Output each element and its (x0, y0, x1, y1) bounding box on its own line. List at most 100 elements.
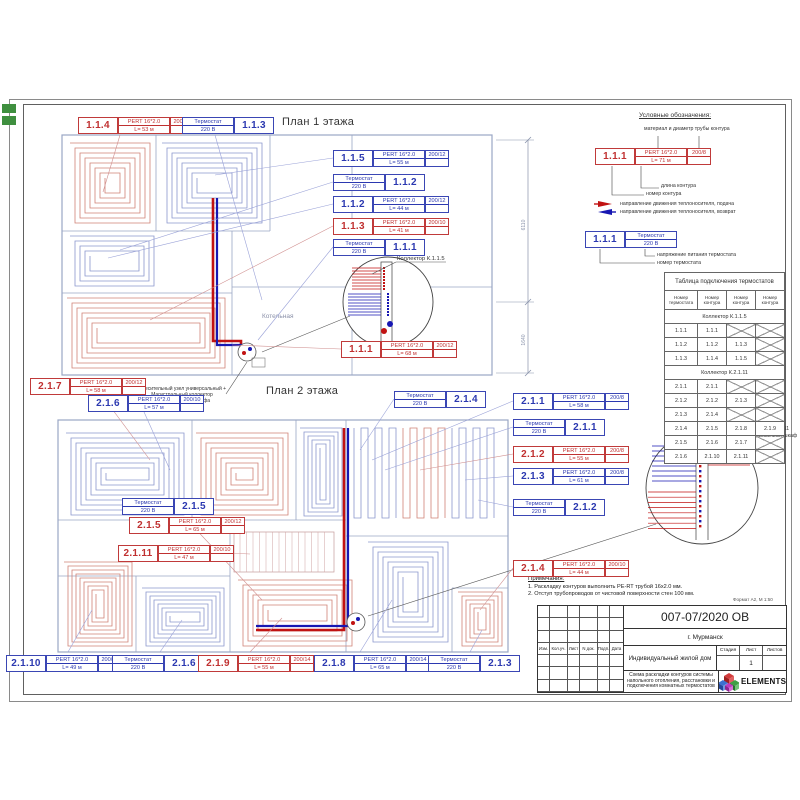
notes: Примечания: 1. Раскладку контуров выполн… (528, 576, 758, 598)
thermostat-volt: 220 В (514, 427, 564, 435)
thermostat-name: Термостат (134, 499, 162, 506)
pipe-spec: 200/10 (183, 396, 201, 403)
thermostat-number: 2.1.4 (446, 391, 486, 408)
circuit-number: 1.1.1 (341, 341, 381, 358)
circuit-number: 2.1.2 (513, 446, 553, 463)
thermostat-label: Термостат 220 В 2.1.2 (513, 499, 605, 516)
circuit-number: 1.1.2 (333, 196, 373, 213)
pipe-box: PERT 16*2.0 L= 44 м (553, 560, 605, 577)
revision-cell (598, 630, 610, 643)
revision-cell (580, 630, 598, 643)
table-header: Номер контура (755, 290, 785, 310)
pipe-length: L= 41 м (374, 226, 424, 234)
pipe-box: PERT 16*2.0 L= 44 м (373, 196, 425, 213)
manifold-tick (383, 270, 385, 272)
pipe-spec-empty (606, 568, 628, 576)
circuit-label: 1.1.2 PERT 16*2.0 L= 44 м 200/12 (333, 196, 449, 213)
manifold-tick (699, 515, 702, 518)
callout-leader (469, 629, 483, 653)
stage-header: Стадия (717, 646, 741, 656)
pipe-box: PERT 16*2.0 L= 68 м (381, 341, 433, 358)
revision-cell (580, 679, 598, 692)
detail-leader (261, 315, 351, 353)
revision-cell (598, 655, 610, 668)
revision-cell (550, 618, 568, 631)
pipe-spec-empty (426, 226, 448, 234)
thermostat-name: Термостат (194, 118, 222, 125)
thermostat-number: 1.1.1 (385, 239, 425, 256)
manifold-tick (699, 520, 702, 523)
revision-cell (568, 679, 580, 692)
table-header: Номер термостата (664, 290, 698, 310)
table-cell: 1.1.3 (726, 337, 756, 352)
dim-tick (524, 369, 532, 377)
revision-cell (610, 606, 623, 619)
pipe-spec: 200/12 (125, 379, 143, 386)
circuit-number: 2.1.11 (118, 545, 158, 562)
dim-text: 6110 (521, 219, 527, 230)
green-mark (2, 116, 16, 125)
pipe-material: PERT 16*2.0 (562, 447, 596, 454)
sheets-header: Листов (763, 646, 787, 656)
plan1-collector-label: Коллектор К.1.1.5 (397, 256, 445, 262)
circuit-label: 2.1.4 PERT 16*2.0 L= 44 м 200/10 (513, 560, 629, 577)
manifold-tick (387, 296, 389, 298)
circuit-number: 2.1.3 (513, 468, 553, 485)
plan1-room-label: Котельная (262, 313, 294, 320)
legend-title: Условные обозначения: (638, 112, 712, 119)
leader (371, 261, 397, 275)
thermostat-number: 2.1.5 (174, 498, 214, 515)
pipe-material: PERT 16*2.0 (382, 219, 416, 226)
pipe-spec-empty (291, 663, 313, 671)
manifold-tick (383, 285, 385, 287)
pipe-spec: 200/10 (101, 656, 119, 663)
pipe-material: PERT 16*2.0 (644, 149, 678, 156)
pipe-material: PERT 16*2.0 (178, 518, 212, 525)
thermostat-volt: 220 В (429, 663, 479, 671)
table-cell: 2.1.10 (697, 449, 727, 464)
elements-logo: ELEMENTS (719, 671, 786, 692)
circuit-label: 2.1.3 PERT 16*2.0 L= 61 м 200/8 (513, 468, 629, 485)
pipe-material: PERT 16*2.0 (562, 394, 596, 401)
thermostat-box: Термостат 220 В (333, 174, 385, 191)
heating-coil (64, 561, 133, 647)
manifold-tick (699, 475, 702, 478)
thermostat-name: Термостат (525, 420, 553, 427)
circuit-number: 1.1.1 (595, 148, 635, 165)
thermostat-box: Термостат 220 В (625, 231, 677, 248)
revision-cell (610, 667, 623, 680)
circuit-number: 2.1.10 (6, 655, 46, 672)
manifold-tick (699, 485, 702, 488)
format-note: Формат А2, М 1:50 (733, 597, 773, 602)
heating-coil (368, 541, 449, 643)
thermostat-box: Термостат 220 В (112, 655, 164, 672)
revision-cell (538, 667, 550, 680)
pipe-spec: 200/12 (428, 151, 446, 158)
callout-leader (359, 599, 393, 653)
table-title: Таблица подключения термостатов (664, 272, 785, 291)
table-cell: 2.1.11 (726, 449, 756, 464)
circuit-label: 1.1.3 PERT 16*2.0 L= 41 м 200/10 (333, 218, 449, 235)
pipe-spec-empty (426, 158, 448, 166)
thermostat-volt: 220 В (183, 125, 233, 133)
elements-cubes-icon (719, 672, 739, 692)
thermostat-box: Термостат 220 В (122, 498, 174, 515)
callout-leader (231, 344, 342, 350)
revision-cell (598, 606, 610, 619)
circuit-label: 1.1.5 PERT 16*2.0 L= 55 м 200/12 (333, 150, 449, 167)
callout-leader (257, 246, 334, 341)
revision-cell (610, 631, 623, 643)
dim-text: 1640 (521, 334, 527, 345)
pipe-length: L= 53 м (119, 125, 169, 133)
supply-dot (242, 351, 246, 355)
legend-connector (640, 166, 659, 189)
dim-tick (524, 298, 532, 306)
connection-table: Таблица подключения термостатов Номер тер… (664, 272, 785, 464)
pipe-box: PERT 16*2.0 L= 47 м (158, 545, 210, 562)
table-cell: 2.1.4 (664, 421, 698, 436)
pipe-spec-box: 200/10 (605, 560, 629, 577)
callout-leader (119, 181, 334, 251)
revision-cell (610, 655, 623, 668)
collector-return-dot (387, 321, 393, 327)
pipe-spec-box: 200/8 (605, 393, 629, 410)
